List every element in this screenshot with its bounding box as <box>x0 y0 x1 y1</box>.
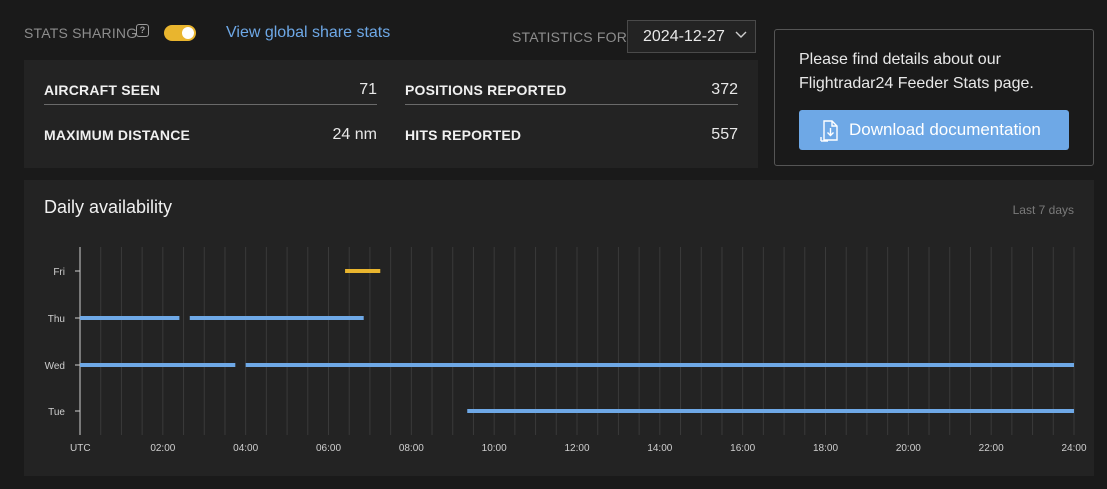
global-share-stats-link[interactable]: View global share stats <box>226 24 391 41</box>
stats-sharing-toggle[interactable] <box>164 25 196 41</box>
x-tick-label: 02:00 <box>150 443 175 454</box>
help-icon[interactable]: ? <box>136 24 149 37</box>
stat-value: 372 <box>711 81 738 98</box>
stat-value: 557 <box>711 126 738 143</box>
stat-label: HITS REPORTED <box>405 127 522 143</box>
date-select-value: 2024-12-27 <box>643 28 725 45</box>
stat-label: POSITIONS REPORTED <box>405 82 567 98</box>
document-download-icon <box>820 120 838 142</box>
day-label: Thu <box>48 314 65 325</box>
stat-label: AIRCRAFT SEEN <box>44 82 161 98</box>
day-label: Fri <box>53 267 65 278</box>
availability-segment <box>80 316 180 320</box>
x-tick-label: 04:00 <box>233 443 258 454</box>
stats-summary: AIRCRAFT SEEN 71 MAXIMUM DISTANCE 24 nm … <box>24 60 758 168</box>
x-tick-label: 08:00 <box>399 443 424 454</box>
x-tick-label: 20:00 <box>896 443 921 454</box>
stat-positions-reported: POSITIONS REPORTED 372 <box>405 60 738 105</box>
stat-hits-reported: HITS REPORTED 557 <box>405 105 738 149</box>
availability-segment <box>467 409 1074 413</box>
chart-title: Daily availability <box>44 197 173 217</box>
stat-maximum-distance: MAXIMUM DISTANCE 24 nm <box>44 105 377 149</box>
statistics-for-label: STATISTICS FOR <box>512 29 628 45</box>
stat-value: 71 <box>359 81 377 98</box>
day-label: Wed <box>45 361 65 372</box>
chart-range-label: Last 7 days <box>1012 203 1074 217</box>
stats-column-left: AIRCRAFT SEEN 71 MAXIMUM DISTANCE 24 nm <box>44 60 377 168</box>
x-tick-label: 16:00 <box>730 443 755 454</box>
stat-aircraft-seen: AIRCRAFT SEEN 71 <box>44 60 377 105</box>
availability-segment <box>80 363 236 367</box>
chevron-down-icon <box>735 31 747 38</box>
day-label: Tue <box>48 407 65 418</box>
x-tick-label: 22:00 <box>979 443 1004 454</box>
x-tick-label: 14:00 <box>647 443 672 454</box>
daily-availability-panel: Daily availability Last 7 days Fri Thu Wed… <box>24 180 1094 476</box>
availability-chart: Fri Thu Wed Tue UTC 02:00 04:00 06:00 08:00 10:00… <box>45 247 1087 454</box>
stat-label: MAXIMUM DISTANCE <box>44 127 191 143</box>
stats-sharing-label: STATS SHARING <box>24 25 138 41</box>
stat-value: 24 nm <box>332 126 377 143</box>
documentation-text: Please find details about our Flightrada… <box>799 51 1034 92</box>
x-tick-label: UTC <box>70 443 91 454</box>
toggle-knob <box>182 27 194 39</box>
stats-column-right: POSITIONS REPORTED 372 HITS REPORTED 557 <box>405 60 738 168</box>
download-documentation-button[interactable]: Download documentation <box>799 110 1069 150</box>
download-documentation-label: Download documentation <box>849 120 1041 139</box>
availability-segment <box>345 269 381 273</box>
documentation-panel: Please find details about our Flightrada… <box>774 29 1094 166</box>
x-tick-label: 18:00 <box>813 443 838 454</box>
availability-segment <box>245 363 1074 367</box>
x-tick-label: 24:00 <box>1061 443 1086 454</box>
x-tick-label: 06:00 <box>316 443 341 454</box>
stats-sharing-bar: STATS SHARING ? View global share stats … <box>24 18 758 53</box>
x-tick-label: 10:00 <box>482 443 507 454</box>
availability-segment <box>189 316 364 320</box>
x-tick-label: 12:00 <box>564 443 589 454</box>
date-select[interactable]: 2024-12-27 <box>627 20 756 53</box>
